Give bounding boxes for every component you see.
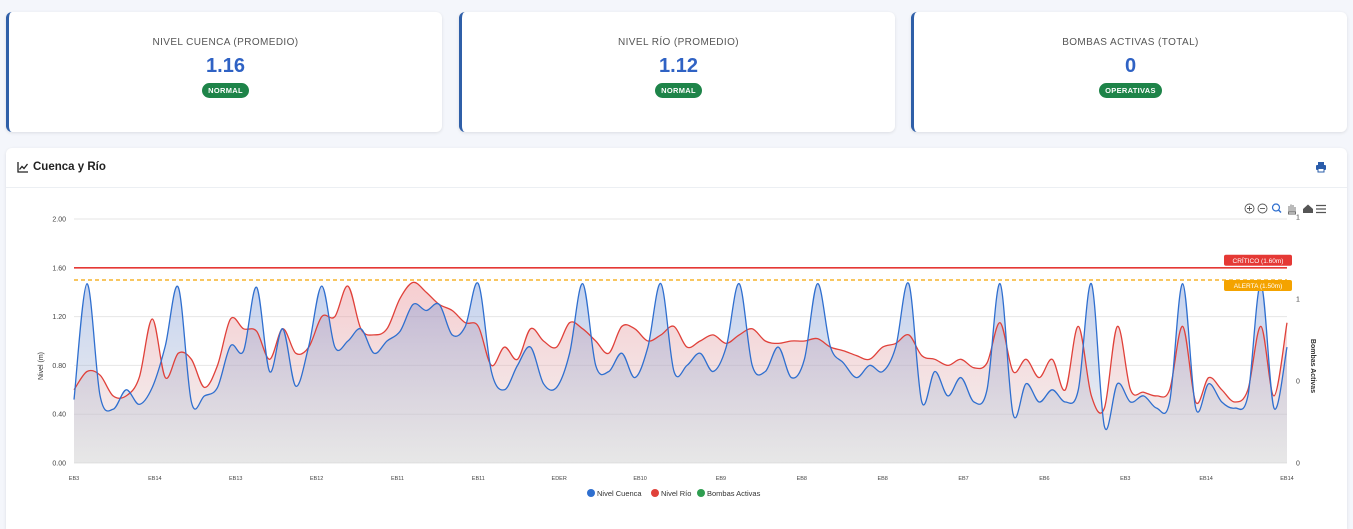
- y2-tick-label: 0: [1296, 379, 1300, 386]
- level-chart: 0.00 0.40 0.80 1.20 1.60 2.00 0 0 1 1 EB3 EB14 EB1…: [38, 203, 1326, 498]
- menu-icon[interactable]: [1316, 204, 1326, 214]
- panel-title: Cuenca y Río: [33, 161, 106, 173]
- y-tick-label: 1.60: [52, 265, 66, 272]
- zoom-out-icon[interactable]: [1257, 203, 1268, 214]
- threshold-label: ALERTA (1.50m): [1234, 283, 1283, 290]
- x-tick-label: EDER: [552, 476, 567, 482]
- y-axis-label: Nivel (m): [38, 352, 45, 380]
- kpi-card-nivel-cuenca: NIVEL CUENCA (PROMEDIO) 1.16 NORMAL: [6, 12, 442, 132]
- threshold-lines: CRÍTICO (1.60m) ALERTA (1.50m): [74, 254, 1292, 291]
- status-badge: NORMAL: [655, 83, 702, 98]
- print-icon[interactable]: [1315, 161, 1327, 173]
- kpi-value: 1.16: [206, 55, 245, 77]
- panel-header: Cuenca y Río: [6, 148, 1347, 188]
- series-areas: [74, 282, 1287, 463]
- x-tick-label: EB13: [229, 476, 242, 482]
- series-line-cuenca: [73, 282, 1288, 431]
- legend-item-cuenca[interactable]: Nivel Cuenca: [587, 489, 642, 498]
- kpi-value: 1.12: [659, 55, 698, 77]
- legend-label: Nivel Río: [661, 489, 691, 498]
- y-tick-label: 2.00: [52, 217, 66, 224]
- x-tick-label: EB3: [1120, 476, 1130, 482]
- legend-label: Bombas Activas: [707, 489, 761, 498]
- y-tick-label: 1.20: [52, 314, 66, 321]
- chart-legend: Nivel Cuenca Nivel Río Bombas Activas: [587, 489, 761, 498]
- y-tick-label: 0.80: [52, 363, 66, 370]
- y2-axis-label: Bombas Activas: [1309, 339, 1316, 393]
- x-tick-label: EB14: [1280, 476, 1293, 482]
- x-tick-label: EB10: [633, 476, 646, 482]
- threshold-badge: [1224, 254, 1292, 266]
- y-axis-ticks: 0.00 0.40 0.80 1.20 1.60 2.00: [52, 217, 66, 468]
- y-tick-label: 0.40: [52, 412, 66, 419]
- x-tick-label: EB8: [877, 476, 887, 482]
- kpi-card-nivel-rio: NIVEL RÍO (PROMEDIO) 1.12 NORMAL: [459, 12, 895, 132]
- x-tick-label: EB12: [310, 476, 323, 482]
- legend-item-rio[interactable]: Nivel Río: [651, 489, 691, 498]
- kpi-value: 0: [1124, 55, 1137, 77]
- status-badge: NORMAL: [202, 83, 249, 98]
- x-tick-label: EB11: [391, 476, 404, 482]
- y2-tick-label: 0: [1296, 461, 1300, 468]
- x-tick-label: EB9: [716, 476, 726, 482]
- line-chart-icon: [17, 162, 29, 173]
- kpi-card-bombas-activas: BOMBAS ACTIVAS (TOTAL) 0 OPERATIVAS: [911, 12, 1347, 132]
- y2-tick-label: 1: [1296, 215, 1300, 222]
- selection-zoom-icon[interactable]: [1271, 203, 1282, 213]
- y-tick-label: 0.00: [52, 461, 66, 468]
- pan-hand-icon[interactable]: [1288, 204, 1296, 215]
- legend-label: Nivel Cuenca: [597, 489, 642, 498]
- x-axis-ticks: EB3 EB14 EB13 EB12 EB11 EB11 EDER EB10 EB9 EB8 EB8…: [69, 476, 1294, 482]
- x-tick-label: EB7: [958, 476, 968, 482]
- series-area-cuenca: [74, 282, 1287, 463]
- x-tick-label: EB11: [472, 476, 485, 482]
- home-reset-icon[interactable]: [1303, 204, 1313, 214]
- x-tick-label: EB14: [148, 476, 161, 482]
- y2-tick-label: 1: [1296, 297, 1300, 304]
- x-tick-label: EB14: [1199, 476, 1212, 482]
- x-tick-label: EB3: [69, 476, 79, 482]
- zoom-in-icon[interactable]: [1244, 203, 1255, 214]
- status-badge: OPERATIVAS: [1099, 83, 1162, 98]
- threshold-label: CRÍTICO (1.60m): [1233, 256, 1284, 265]
- x-tick-label: EB8: [797, 476, 807, 482]
- kpi-title: BOMBAS ACTIVAS (TOTAL): [1062, 37, 1199, 48]
- kpi-title: NIVEL RÍO (PROMEDIO): [618, 37, 739, 48]
- y2-axis-ticks: 0 0 1 1: [1296, 215, 1300, 468]
- series-line-rio: [73, 281, 1288, 414]
- threshold-badge: [1224, 280, 1292, 291]
- kpi-title: NIVEL CUENCA (PROMEDIO): [152, 37, 299, 48]
- series-lines: [73, 281, 1288, 431]
- chart-toolbar: [1244, 203, 1326, 215]
- x-tick-label: EB6: [1039, 476, 1049, 482]
- legend-item-bombas[interactable]: Bombas Activas: [697, 489, 761, 498]
